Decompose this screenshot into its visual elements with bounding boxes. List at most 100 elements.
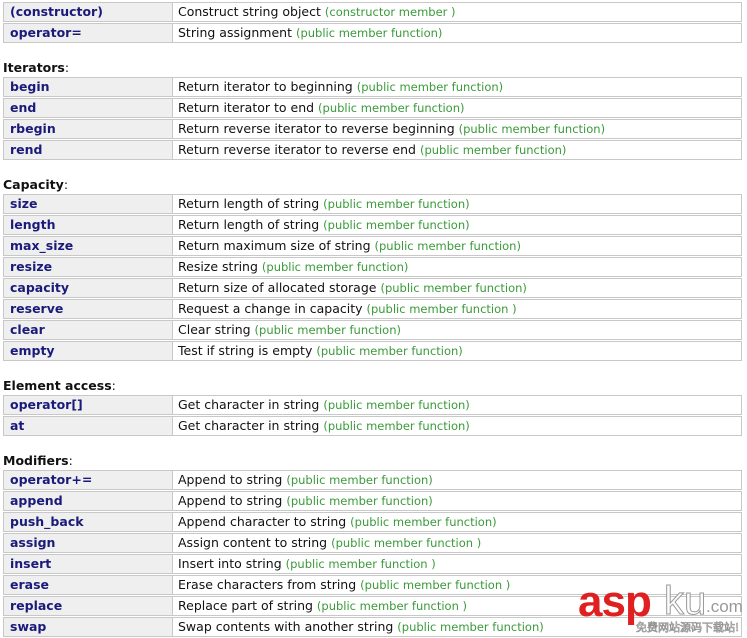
member-table: operator+= Append to string (public membe… bbox=[3, 470, 742, 637]
member-description: Append character to string (public membe… bbox=[173, 513, 741, 531]
member-kind: (public member function) bbox=[286, 473, 433, 487]
member-kind: (public member function) bbox=[323, 197, 470, 211]
description-text: Get character in string bbox=[178, 397, 320, 412]
member-name-link[interactable]: capacity bbox=[4, 279, 173, 297]
table-row: append Append to string (public member fu… bbox=[3, 491, 742, 511]
member-name-link[interactable]: empty bbox=[4, 342, 173, 360]
member-description: Return reverse iterator to reverse begin… bbox=[173, 120, 741, 138]
description-text: Append to string bbox=[178, 493, 283, 508]
description-text: Erase characters from string bbox=[178, 577, 357, 592]
table-row: clear Clear string (public member functio… bbox=[3, 320, 742, 340]
member-name-link[interactable]: begin bbox=[4, 78, 173, 96]
member-name-link[interactable]: clear bbox=[4, 321, 173, 339]
table-row: max_size Return maximum size of string (p… bbox=[3, 236, 742, 256]
member-name-link[interactable]: operator+= bbox=[4, 471, 173, 489]
member-description: Return length of string (public member f… bbox=[173, 216, 741, 234]
description-text: Clear string bbox=[178, 322, 251, 337]
member-description: Swap contents with another string (publi… bbox=[173, 618, 741, 636]
member-kind: (public member function) bbox=[323, 218, 470, 232]
table-row: operator[] Get character in string (publi… bbox=[3, 395, 742, 415]
section-heading: Iterators: bbox=[3, 44, 742, 77]
table-row: rbegin Return reverse iterator to reverse… bbox=[3, 119, 742, 139]
table-row: replace Replace part of string (public me… bbox=[3, 596, 742, 616]
member-description: Append to string (public member function… bbox=[173, 471, 741, 489]
member-description: Insert into string (public member functi… bbox=[173, 555, 741, 573]
table-row: swap Swap contents with another string (p… bbox=[3, 617, 742, 637]
member-name-link[interactable]: rbegin bbox=[4, 120, 173, 138]
member-kind: (public member function ) bbox=[366, 302, 517, 316]
table-row: empty Test if string is empty (public mem… bbox=[3, 341, 742, 361]
member-name-link[interactable]: operator[] bbox=[4, 396, 173, 414]
member-name-link[interactable]: operator= bbox=[4, 24, 173, 42]
member-description: Request a change in capacity (public mem… bbox=[173, 300, 741, 318]
table-row: operator= String assignment (public membe… bbox=[3, 23, 742, 43]
member-description: Get character in string (public member f… bbox=[173, 396, 741, 414]
table-row: insert Insert into string (public member … bbox=[3, 554, 742, 574]
member-name-link[interactable]: size bbox=[4, 195, 173, 213]
section-heading: Capacity: bbox=[3, 161, 742, 194]
section-heading-colon: : bbox=[111, 378, 116, 393]
member-name-link[interactable]: (constructor) bbox=[4, 3, 173, 21]
member-name-link[interactable]: reserve bbox=[4, 300, 173, 318]
member-kind: (public member function) bbox=[458, 122, 606, 136]
table-row: operator+= Append to string (public membe… bbox=[3, 470, 742, 490]
member-kind: (public member function) bbox=[397, 620, 544, 634]
member-kind: (public member function ) bbox=[285, 557, 436, 571]
member-table: size Return length of string (public memb… bbox=[3, 194, 742, 361]
member-kind: (public member function ) bbox=[331, 536, 482, 550]
member-kind: (public member function) bbox=[295, 26, 443, 40]
member-name-link[interactable]: max_size bbox=[4, 237, 173, 255]
member-kind: (public member function) bbox=[316, 344, 463, 358]
description-text: Swap contents with another string bbox=[178, 619, 394, 634]
table-row: begin Return iterator to beginning (publi… bbox=[3, 77, 742, 97]
section-heading-text: Capacity bbox=[3, 177, 64, 192]
member-kind: (public member function) bbox=[323, 419, 470, 433]
section-heading: Element access: bbox=[3, 362, 742, 395]
description-text: Return iterator to beginning bbox=[178, 79, 353, 94]
member-name-link[interactable]: length bbox=[4, 216, 173, 234]
member-name-link[interactable]: at bbox=[4, 417, 173, 435]
section-heading-colon: : bbox=[68, 453, 73, 468]
member-description: Replace part of string (public member fu… bbox=[173, 597, 741, 615]
member-name-link[interactable]: erase bbox=[4, 576, 173, 594]
member-kind: (constructor member ) bbox=[324, 5, 456, 19]
table-row: resize Resize string (public member funct… bbox=[3, 257, 742, 277]
table-row: (constructor) Construct string object (co… bbox=[3, 2, 742, 22]
member-name-link[interactable]: swap bbox=[4, 618, 173, 636]
member-description: Return size of allocated storage (public… bbox=[173, 279, 741, 297]
member-kind: (public member function ) bbox=[360, 578, 511, 592]
member-kind: (public member function) bbox=[350, 515, 497, 529]
section-heading-text: Element access bbox=[3, 378, 112, 393]
description-text: Request a change in capacity bbox=[178, 301, 363, 316]
table-row: rend Return reverse iterator to reverse e… bbox=[3, 140, 742, 160]
description-text: Assign content to string bbox=[178, 535, 328, 550]
member-description: Append to string (public member function… bbox=[173, 492, 741, 510]
description-text: Return length of string bbox=[178, 196, 320, 211]
description-text: Resize string bbox=[178, 259, 258, 274]
member-description: Return length of string (public member f… bbox=[173, 195, 741, 213]
table-row: end Return iterator to end (public member… bbox=[3, 98, 742, 118]
section-heading-colon: : bbox=[64, 60, 70, 75]
description-text: Return iterator to end bbox=[178, 100, 315, 115]
member-kind: (public member function) bbox=[254, 323, 401, 337]
member-name-link[interactable]: append bbox=[4, 492, 173, 510]
member-name-link[interactable]: replace bbox=[4, 597, 173, 615]
member-kind: (public member function) bbox=[380, 281, 527, 295]
description-text: Return size of allocated storage bbox=[178, 280, 377, 295]
table-row: size Return length of string (public memb… bbox=[3, 194, 742, 214]
section-heading-text: Modifiers bbox=[3, 453, 69, 468]
member-name-link[interactable]: rend bbox=[4, 141, 173, 159]
description-text: Insert into string bbox=[178, 556, 282, 571]
description-text: Return reverse iterator to reverse begin… bbox=[178, 121, 455, 136]
member-name-link[interactable]: resize bbox=[4, 258, 173, 276]
member-name-link[interactable]: insert bbox=[4, 555, 173, 573]
member-name-link[interactable]: end bbox=[4, 99, 173, 117]
member-kind: (public member function) bbox=[356, 80, 504, 94]
section-heading: Modifiers: bbox=[3, 437, 742, 470]
table-row: reserve Request a change in capacity (pub… bbox=[3, 299, 742, 319]
member-description: Clear string (public member function) bbox=[173, 321, 741, 339]
member-name-link[interactable]: assign bbox=[4, 534, 173, 552]
member-name-link[interactable]: push_back bbox=[4, 513, 173, 531]
description-text: Return reverse iterator to reverse end bbox=[178, 142, 416, 157]
member-kind: (public member function) bbox=[318, 101, 465, 115]
